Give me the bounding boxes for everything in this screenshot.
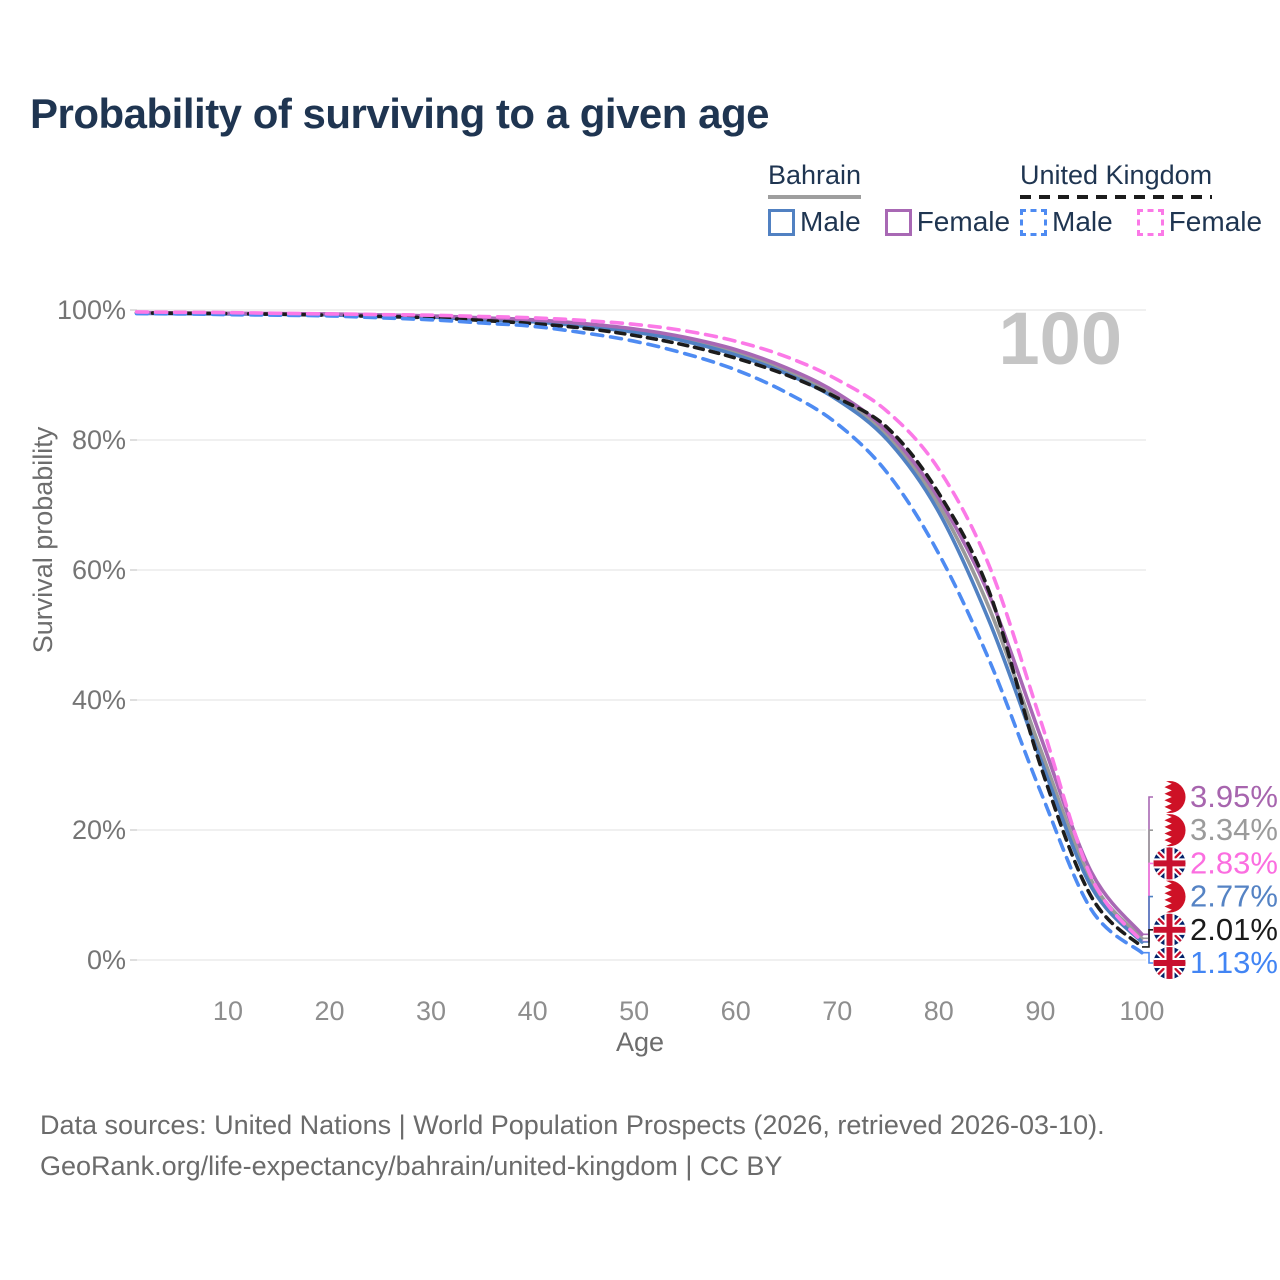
united-kingdom-line-style-swatch: [1020, 195, 1213, 199]
y-tick-label: 40%: [72, 685, 126, 715]
y-tick-label: 0%: [87, 945, 126, 975]
x-tick-label: 20: [314, 996, 344, 1026]
x-axis-title: Age: [616, 1027, 664, 1057]
x-tick-label: 60: [721, 996, 751, 1026]
legend: Bahrain Male Female United Kingdom Male …: [0, 0, 1280, 250]
end-value-label-bahrain-male: 2.77%: [1190, 879, 1278, 914]
y-tick-label: 60%: [72, 555, 126, 585]
data-source-line1: Data sources: United Nations | World Pop…: [40, 1110, 1105, 1140]
curve-uk-male: [134, 311, 1144, 955]
legend-swatch-uk-female[interactable]: [1136, 208, 1164, 236]
curve-uk-total: [134, 311, 1144, 949]
end-value-label-uk-female: 2.83%: [1190, 845, 1278, 880]
end-value-label-uk-male: 1.13%: [1190, 945, 1278, 980]
end-value-label-uk-total: 2.01%: [1190, 912, 1278, 947]
data-source-line2: GeoRank.org/life-expectancy/bahrain/unit…: [40, 1151, 783, 1181]
legend-label-bahrain-male: Male: [800, 206, 861, 237]
curve-uk-female: [134, 310, 1144, 944]
legend-group-bahrain: Bahrain Male Female: [768, 160, 1010, 238]
legend-label-uk-male: Male: [1052, 206, 1113, 237]
legend-swatch-uk-male[interactable]: [1020, 208, 1047, 236]
x-tick-label: 50: [619, 996, 649, 1026]
legend-label-uk-female: Female: [1168, 206, 1263, 237]
legend-heading-bahrain[interactable]: Bahrain: [768, 160, 862, 199]
x-tick-label: 10: [213, 996, 243, 1026]
legend-swatch-bahrain-male[interactable]: [768, 208, 795, 236]
y-tick-label: 100%: [57, 295, 126, 325]
curve-bahrain-male: [134, 311, 1144, 944]
y-axis-title: Survival probability: [28, 426, 58, 653]
y-tick-label: 80%: [72, 425, 126, 455]
bahrain-line-style-swatch: [768, 195, 862, 199]
legend-label-bahrain-female: Female: [916, 206, 1011, 237]
x-tick-label: 40: [518, 996, 548, 1026]
legend-title-united-kingdom: United Kingdom: [1020, 160, 1213, 190]
leader-line-bahrain-male: [1142, 895, 1153, 943]
leader-line-uk-total: [1142, 929, 1153, 948]
bahrain-flag-icon: [1153, 781, 1186, 814]
uk-flag-icon: [1153, 947, 1186, 980]
bahrain-flag-icon: [1153, 880, 1186, 913]
x-tick-label: 80: [924, 996, 954, 1026]
x-tick-label: 70: [822, 996, 852, 1026]
x-tick-label: 30: [416, 996, 446, 1026]
end-value-label-bahrain-total: 3.34%: [1190, 812, 1278, 847]
age-watermark: 100: [999, 297, 1122, 380]
bahrain-flag-icon: [1153, 814, 1186, 847]
leader-line-uk-male: [1142, 951, 1153, 964]
legend-title-bahrain: Bahrain: [768, 160, 862, 190]
x-tick-label: 90: [1025, 996, 1055, 1026]
end-value-label-bahrain-female: 3.95%: [1190, 779, 1278, 814]
legend-heading-united-kingdom[interactable]: United Kingdom: [1020, 160, 1213, 199]
page-title: Probability of surviving to a given age: [30, 90, 769, 137]
y-tick-label: 20%: [72, 815, 126, 845]
uk-flag-icon: [1153, 847, 1186, 880]
data-source-note: Data sources: United Nations | World Pop…: [40, 1105, 1105, 1187]
leader-line-bahrain-total: [1142, 829, 1153, 940]
legend-swatch-bahrain-female[interactable]: [884, 208, 912, 236]
leader-line-bahrain-female: [1142, 796, 1153, 936]
uk-flag-icon: [1153, 913, 1186, 946]
x-tick-label: 100: [1119, 996, 1164, 1026]
legend-group-united-kingdom: United Kingdom Male Female: [1020, 160, 1262, 238]
